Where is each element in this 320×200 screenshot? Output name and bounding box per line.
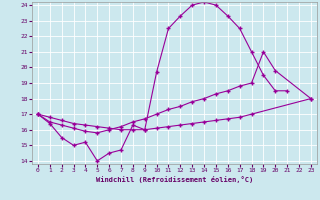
X-axis label: Windchill (Refroidissement éolien,°C): Windchill (Refroidissement éolien,°C) xyxy=(96,176,253,183)
